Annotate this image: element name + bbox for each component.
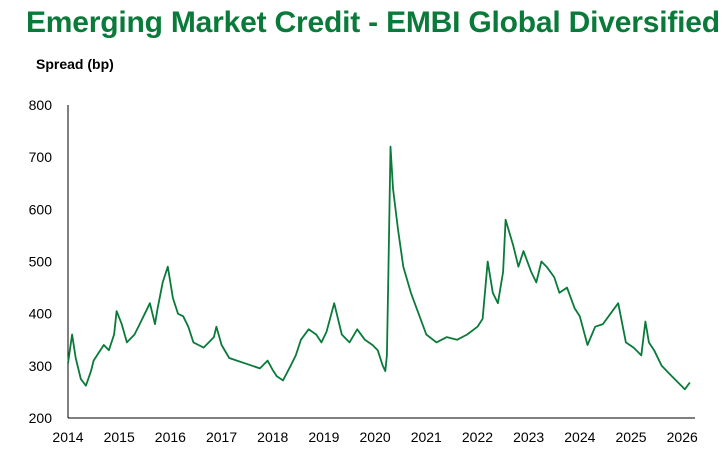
- x-tick-label: 2018: [257, 429, 288, 445]
- x-tick-label: 2022: [462, 429, 493, 445]
- y-axis-label: Spread (bp): [36, 56, 114, 72]
- series-line: [67, 145, 691, 391]
- x-axis-ticks: 2014 2015 2016 2017 2018 2019 2020 2021 2022 2023…: [52, 429, 698, 445]
- y-tick-label: 700: [29, 149, 53, 165]
- series-lines: [67, 145, 691, 391]
- y-tick-label: 200: [29, 410, 53, 426]
- chart-axes: [67, 105, 695, 419]
- y-tick-label: 800: [29, 97, 53, 113]
- x-tick-label: 2017: [206, 429, 237, 445]
- x-tick-label: 2025: [615, 429, 646, 445]
- x-tick-label: 2021: [411, 429, 442, 445]
- x-tick-label: 2024: [564, 429, 595, 445]
- x-tick-label: 2016: [155, 429, 186, 445]
- x-tick-label: 2020: [360, 429, 391, 445]
- x-tick-label: 2015: [104, 429, 135, 445]
- y-tick-label: 300: [29, 358, 53, 374]
- x-tick-label: 2023: [513, 429, 544, 445]
- y-tick-label: 400: [29, 306, 53, 322]
- y-tick-label: 600: [29, 201, 53, 217]
- y-tick-label: 500: [29, 254, 53, 270]
- y-axis-ticks: 200 300 400 500 600 700 800: [29, 97, 53, 426]
- x-tick-label: 2026: [667, 429, 698, 445]
- chart-title: Emerging Market Credit - EMBI Global Div…: [26, 6, 720, 39]
- x-tick-label: 2019: [308, 429, 339, 445]
- x-tick-label: 2014: [52, 429, 83, 445]
